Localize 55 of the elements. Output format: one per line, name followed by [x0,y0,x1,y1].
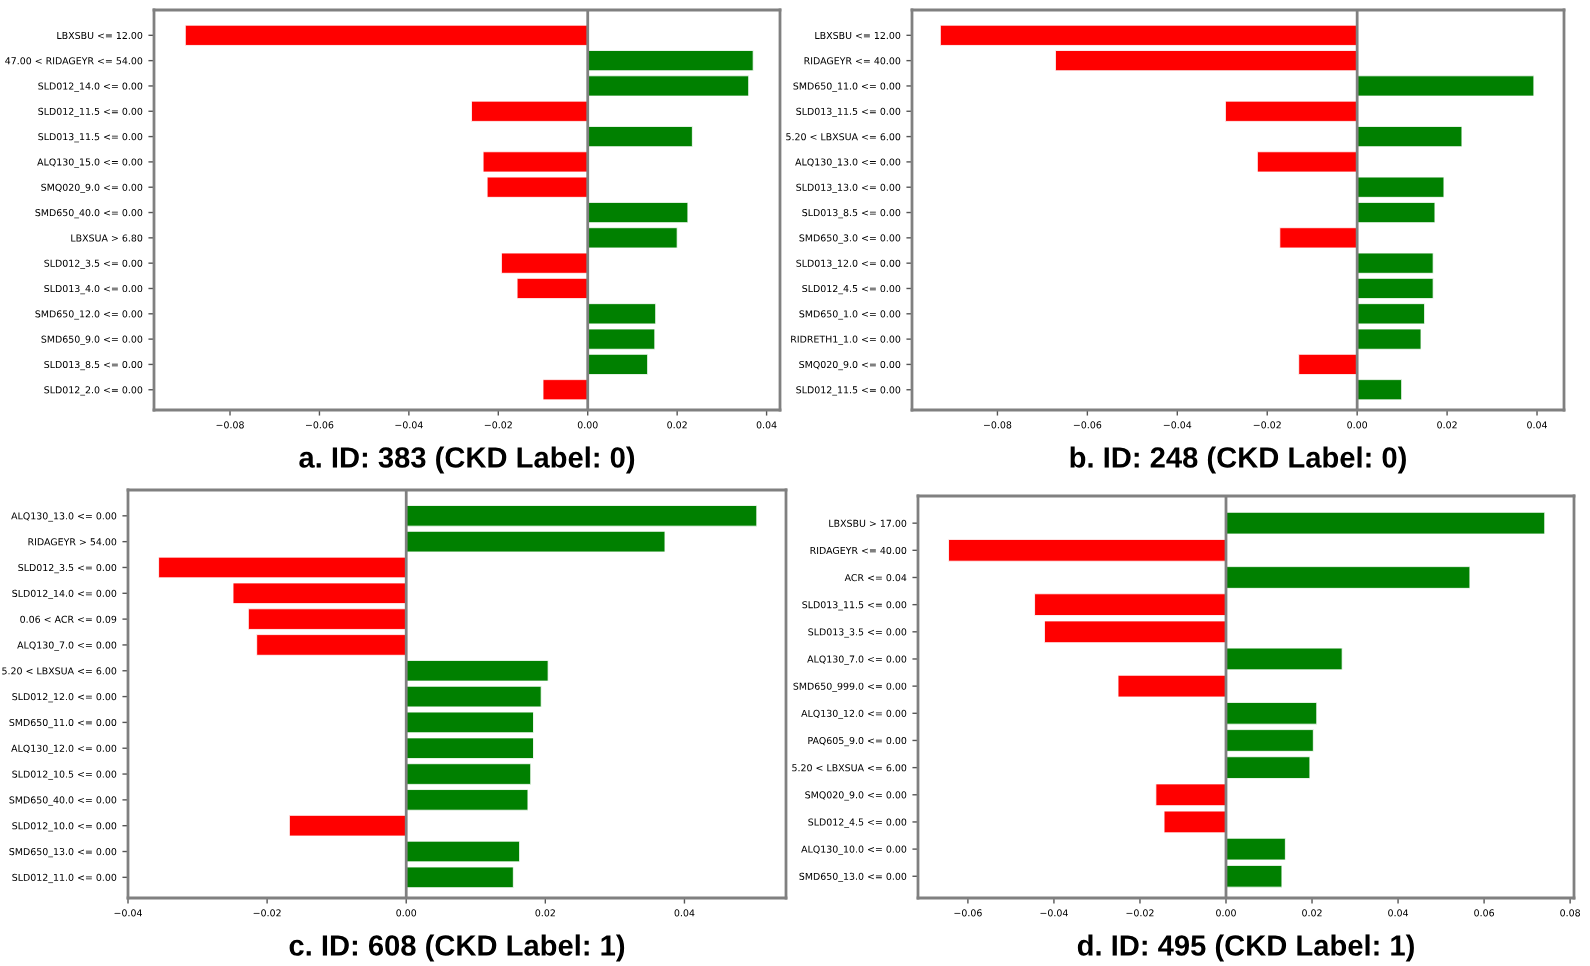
bar [184,24,589,46]
bar [288,814,407,837]
bar [405,737,534,759]
bar [1356,379,1403,401]
bar [1224,100,1358,122]
bar [247,608,407,630]
bar [256,634,407,656]
bar [1117,674,1227,698]
bar [587,227,678,249]
bar [1279,227,1358,249]
bar [405,866,514,889]
bar [1356,201,1436,224]
bar [1044,620,1227,644]
bar [1356,252,1434,274]
bar [471,100,589,122]
bar [158,556,407,579]
bar [405,789,529,811]
bar [1225,702,1318,725]
bar [1225,511,1546,535]
text: d. ID: 495 (CKD Label: 1) [1077,934,1414,962]
bar [232,582,407,605]
bar [1298,353,1358,375]
bar [1225,864,1283,888]
bar [1225,837,1286,861]
bar [405,530,666,553]
bar [1155,783,1227,807]
bar [405,763,532,785]
bar [587,75,750,97]
bar [405,660,549,682]
bar [1356,75,1535,97]
bar [587,353,649,375]
bar [542,379,589,401]
bar [1034,593,1227,616]
bar [1356,176,1445,198]
text: a. ID: 383 (CKD Label: 0) [299,446,635,474]
bar [948,539,1227,562]
bar [587,126,693,148]
bar [516,277,589,300]
bar [1163,810,1227,834]
text: c. ID: 608 (CKD Label: 1) [289,934,625,962]
bar [405,840,521,863]
bar [1256,151,1358,173]
bar [501,252,589,274]
bar [587,50,754,72]
text: b. ID: 248 (CKD Label: 0) [1070,446,1406,474]
bar [587,201,689,224]
bar [1225,647,1343,671]
bar [1356,277,1434,300]
bar [405,505,758,527]
bar [1225,729,1314,752]
bar [1225,756,1311,779]
bar [1055,50,1358,72]
bar [939,24,1358,46]
bar [1356,126,1463,148]
bar [1225,566,1471,589]
